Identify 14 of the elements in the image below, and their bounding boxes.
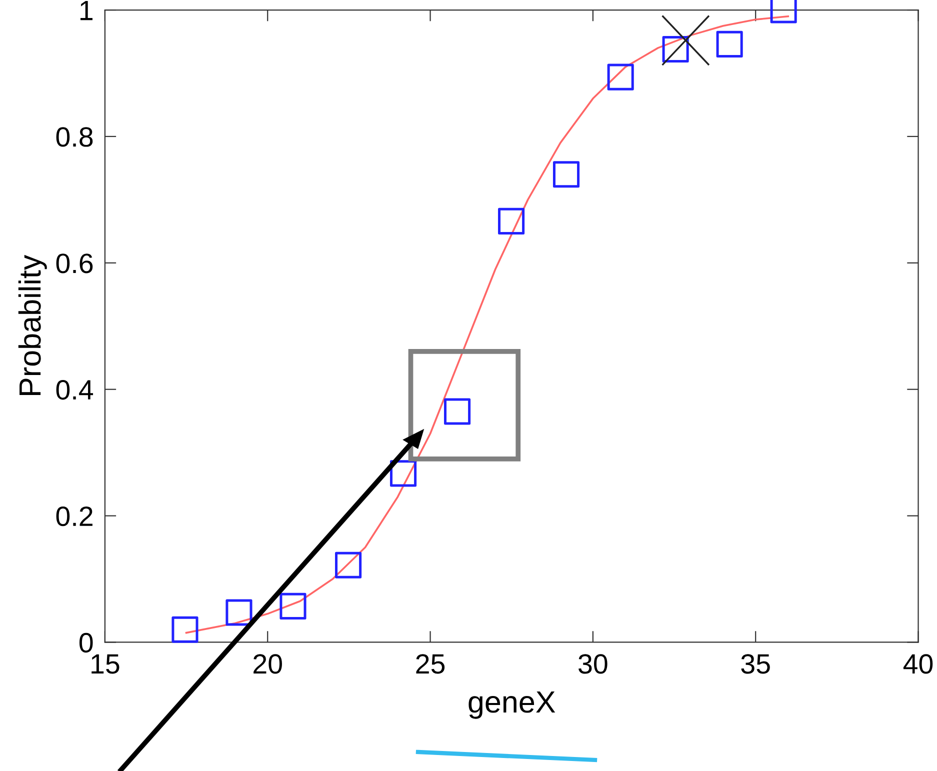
x-tick-label: 20: [254, 654, 282, 674]
x-axis-title: geneX: [468, 691, 556, 719]
y-axis-title: Probability: [18, 254, 47, 395]
y-tick-label: 0.2: [56, 506, 92, 526]
y-tick-label: 0.6: [56, 254, 93, 274]
x-tick-label: 35: [741, 654, 770, 674]
x-tick-label: 25: [416, 654, 445, 674]
y-tick-label: 1: [80, 0, 92, 20]
y-tick-label: 0.8: [56, 127, 93, 147]
x-tick-label: 15: [92, 654, 120, 674]
y-tick-label: 0.4: [56, 380, 94, 400]
y-tick-label: 0: [79, 632, 93, 653]
x-tick-label: 40: [903, 654, 933, 674]
x-tick-label: 30: [578, 654, 608, 674]
